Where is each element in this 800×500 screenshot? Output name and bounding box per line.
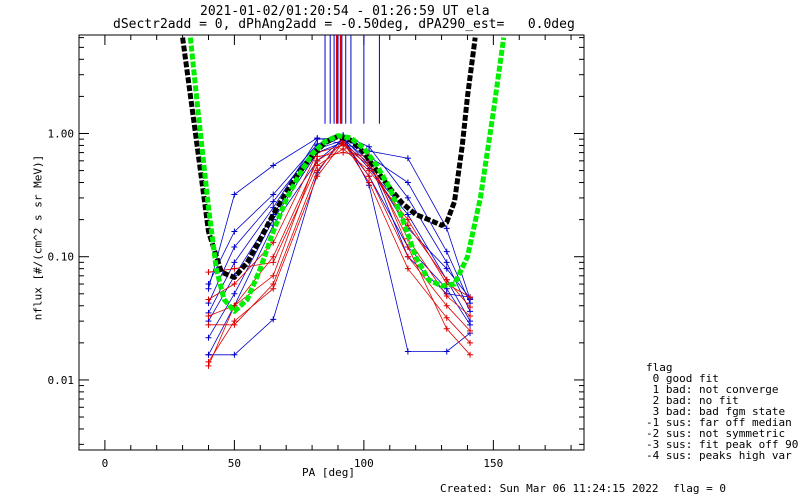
flux-data-point (467, 304, 474, 311)
flux-series-line (208, 138, 471, 355)
flux-data-point (205, 334, 212, 341)
flux-data-point (443, 314, 450, 321)
flux-data-point (443, 302, 450, 309)
tick-labels: 0.01 0.10 1.00 0 50 100 150 (48, 127, 504, 470)
flux-data-point (443, 325, 450, 332)
flux-data-point (270, 272, 277, 279)
flux-data-point (231, 318, 238, 325)
flux-data-point (231, 281, 238, 288)
flux-data-point (404, 265, 411, 272)
flux-data-point (205, 321, 212, 328)
flux-data-point (443, 348, 450, 355)
flux-data-point (404, 194, 411, 201)
flux-data-point (205, 362, 212, 369)
flag-value: flag = 0 (673, 482, 726, 495)
flux-data-point (404, 348, 411, 355)
flux-data-point (366, 167, 373, 174)
flux-data-point (443, 276, 450, 283)
y-tick-label: 0.10 (48, 251, 75, 264)
legend-item: 2 bad: no fit (646, 394, 739, 407)
flux-data-point (270, 162, 277, 169)
flux-data-point (270, 253, 277, 260)
flux-data-point (443, 248, 450, 255)
flux-data-point (314, 167, 321, 174)
vertical-markers (324, 35, 380, 124)
flux-data-point (231, 351, 238, 358)
flux-data-point (443, 265, 450, 272)
flux-data-point (270, 198, 277, 205)
x-tick-label: 50 (228, 457, 241, 470)
legend-title: flag (646, 361, 673, 374)
flux-data-point (443, 292, 450, 299)
x-tick-label: 0 (102, 457, 109, 470)
x-axis-label: PA [deg] (302, 466, 355, 479)
flux-series-line (208, 136, 471, 314)
flux-data-point (404, 216, 411, 223)
flux-data-point (314, 173, 321, 180)
flux-series-line (208, 135, 471, 356)
flux-series (205, 132, 474, 369)
flux-data-point (231, 290, 238, 297)
legend-item: 3 bad: bad fgm state (646, 405, 786, 418)
flux-data-point (467, 351, 474, 358)
flux-data-point (404, 179, 411, 186)
flux-series-line (208, 141, 471, 338)
flux-data-point (270, 316, 277, 323)
flux-data-point (270, 239, 277, 246)
x-tick-label: 100 (354, 457, 374, 470)
legend-item: 1 bad: not converge (646, 383, 779, 396)
flux-data-point (231, 228, 238, 235)
legend-item: -3 sus: fit peak off 90 (646, 438, 799, 451)
flux-data-point (205, 296, 212, 303)
flux-data-point (467, 327, 474, 334)
y-ticks (79, 37, 584, 445)
chart-subtitle: dSectr2add = 0, dPhAng2add = -0.50deg, d… (113, 17, 575, 32)
flux-data-point (404, 155, 411, 162)
y-tick-label: 0.01 (48, 374, 75, 387)
flux-data-point (205, 313, 212, 320)
flux-data-point (467, 339, 474, 346)
flux-data-point (467, 294, 474, 301)
plot-frame (78, 34, 585, 451)
flux-data-point (231, 265, 238, 272)
flux-data-point (467, 313, 474, 320)
flux-data-point (270, 285, 277, 292)
legend-item: -1 sus: far off median (646, 416, 792, 429)
flux-data-point (366, 173, 373, 180)
flux-data-point (270, 259, 277, 266)
flux-series-line (208, 139, 471, 322)
y-axis-label: nflux [#/(cm^2 s sr MeV)] (31, 154, 45, 321)
flux-data-point (340, 149, 347, 156)
flux-data-point (205, 351, 212, 358)
flag-legend: flag 0 good fit 1 bad: not converge 2 ba… (646, 361, 799, 462)
flux-series-line (208, 143, 471, 317)
legend-item: 0 good fit (646, 372, 719, 385)
flux-data-point (205, 269, 212, 276)
flux-data-point (231, 259, 238, 266)
created-timestamp: Created: Sun Mar 06 11:24:15 2022 (440, 482, 659, 495)
chart-title: 2021-01-02/01:20:54 - 01:26:59 UT ela (200, 4, 490, 19)
flux-data-point (443, 259, 450, 266)
flux-data-point (366, 179, 373, 186)
fit-curves (180, 37, 507, 314)
x-tick-label: 150 (483, 457, 503, 470)
flux-data-point (340, 142, 347, 149)
y-tick-label: 1.00 (48, 127, 75, 140)
flux-data-point (366, 143, 373, 150)
legend-item: -4 sus: peaks high var (646, 449, 792, 462)
x-ticks (78, 35, 572, 450)
flux-data-point (270, 191, 277, 198)
flux-data-point (231, 191, 238, 198)
flux-data-point (231, 243, 238, 250)
fit-curve-green (187, 37, 507, 314)
flux-data-point (205, 281, 212, 288)
flux-data-point (404, 253, 411, 260)
flux-data-point (404, 211, 411, 218)
flux-data-point (443, 225, 450, 232)
legend-item: -2 sus: not symmetric (646, 427, 786, 440)
flux-data-point (467, 321, 474, 328)
flux-data-point (314, 136, 321, 143)
